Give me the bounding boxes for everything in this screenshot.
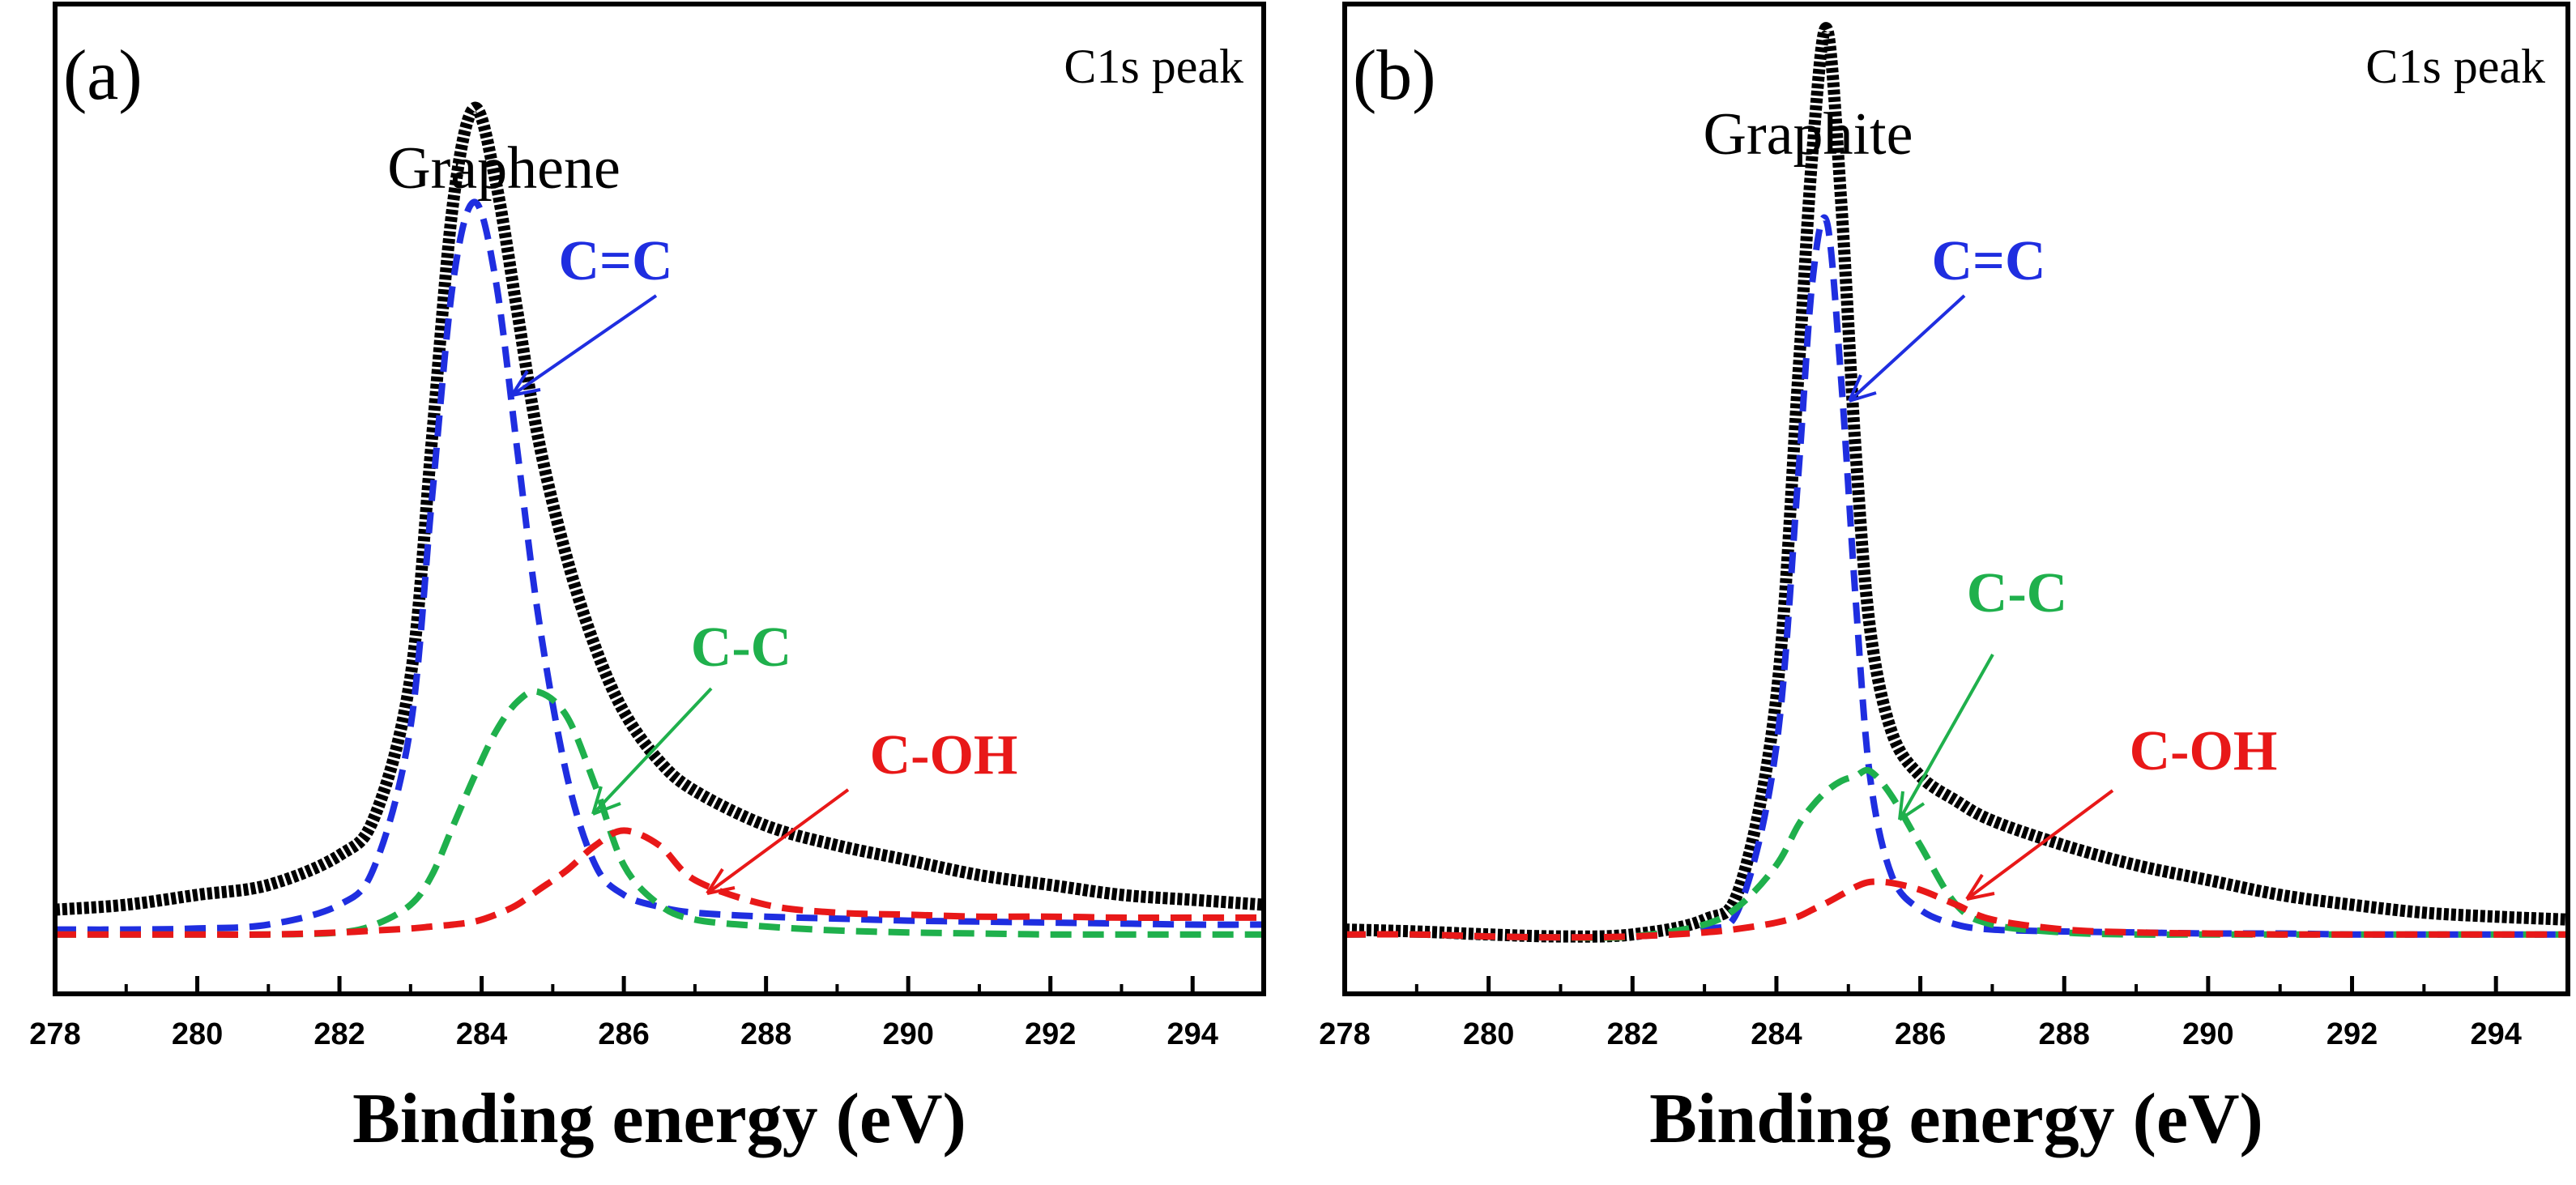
panel-a-arrowhead-c-c [591,786,621,816]
panel-b-peak-label-c-c: C-C [1967,562,2067,624]
panel-b-ticks: 278 280 282 284 286 288 290 292 294 [1319,976,2522,1051]
panel-a-x-tick-label: 282 [313,1017,365,1051]
panel-b-peak-label-c-oh: C-OH [2130,720,2278,782]
panel-a-c-oh-fit-curve [55,827,1264,938]
panel-a-arrow-c-c [591,687,713,816]
panel-a-peak-label-c-c: C-C [691,616,791,679]
panel-b-arrowhead-c-c [1898,791,1926,821]
panel-a-peak-label-c-oh: C-OH [870,724,1018,786]
panel-b-curves [1344,22,2569,943]
panel-b-arrowhead-c-eq-c [1848,374,1877,403]
panel-a-x-tick-label: 294 [1167,1017,1218,1051]
panel-b-arrow-c-eq-c [1848,294,1966,403]
panel-a-ticks: 278 280 282 284 286 288 290 292 294 [29,976,1218,1051]
panel-a-arrowhead-c-oh [706,867,736,895]
panel-b-letter: (b) [1353,36,1436,115]
panel-b-x-axis-title: Binding energy (eV) [1649,1080,2263,1158]
panel-a-x-tick-label: 278 [29,1017,80,1051]
panel-b-arrow-c-c [1898,654,1994,821]
panel-a-measured-curve [54,101,1265,916]
panel-b-measured-curve [1344,22,2569,943]
panel-b-c-eq-c-fit-curve [1344,214,2568,941]
panel-a-curves [54,101,1265,938]
panel-a-arrow-c-eq-c [510,294,658,397]
panel-b-x-tick-label: 282 [1607,1017,1658,1051]
panel-a-arrowhead-c-eq-c [510,369,541,397]
panel-b-arrow-c-oh [1965,789,2114,901]
panel-a-c-c-fit-curve [55,688,1264,938]
panel-b-x-tick-label: 290 [2182,1017,2233,1051]
panel-a-x-tick-label: 288 [740,1017,791,1051]
panel-b-c-oh-fit-curve [1344,878,2568,941]
panel-b-x-tick-label: 278 [1319,1017,1370,1051]
panel-b-x-tick-label: 284 [1751,1017,1802,1051]
panel-a-sample-name: Graphene [387,135,621,202]
panel-b-x-tick-label: 280 [1463,1017,1514,1051]
panel-b-frame [1342,2,2570,996]
panel-a-x-axis-title: Binding energy (eV) [352,1080,966,1158]
panel-b-x-tick-label: 292 [2327,1017,2378,1051]
panel-a-arrow-c-oh [706,788,850,895]
panel-a-letter: (a) [63,36,143,115]
panel-a-x-tick-label: 292 [1025,1017,1076,1051]
panel-b-x-tick-label: 286 [1895,1017,1946,1051]
panel-a-corner-note: C1s peak [1064,40,1243,93]
panel-a-peak-label-c-eq-c: C=C [559,230,673,292]
panel-b-x-tick-label: 294 [2470,1017,2521,1051]
panel-a-x-tick-label: 290 [882,1017,933,1051]
panel-b-corner-note: C1s peak [2365,40,2545,93]
panel-a-frame [53,2,1266,996]
panel-a-x-tick-label: 280 [172,1017,223,1051]
panel-a-x-tick-label: 284 [456,1017,507,1051]
panel-a-x-tick-label: 286 [598,1017,649,1051]
panel-a-c-eq-c-fit-curve [54,198,1265,933]
panel-b-sample-name: Graphite [1704,101,1913,168]
panel-b-x-tick-label: 288 [2039,1017,2090,1051]
panel-b-arrowhead-c-oh [1965,873,1995,901]
panel-b: 278 280 282 284 286 288 290 292 294 (b) C1s peak… [1319,2,2570,1158]
panel-b-peak-label-c-eq-c: C=C [1932,230,2046,292]
panel-a: 278 280 282 284 286 288 290 292 294 (a) C1s peak… [29,2,1266,1158]
